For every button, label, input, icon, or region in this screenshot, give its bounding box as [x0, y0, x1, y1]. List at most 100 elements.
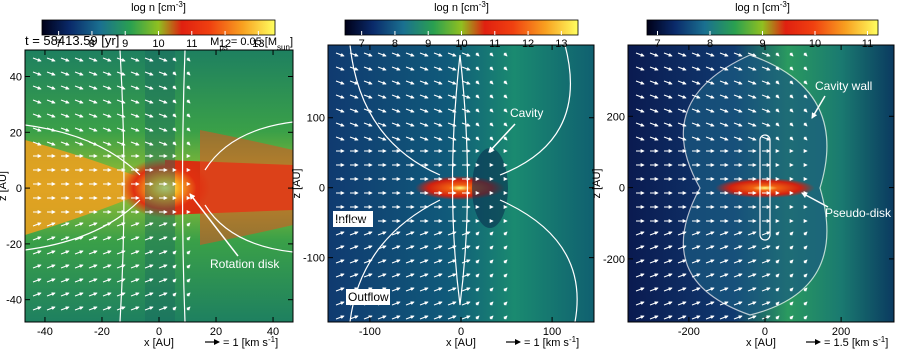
- velocity-arrow: [158, 99, 168, 104]
- velocity-arrow: [503, 315, 508, 320]
- velocity-arrow: [775, 287, 780, 292]
- label-box: [333, 211, 373, 227]
- velocity-arrow: [377, 231, 387, 236]
- velocity-arrow: [489, 315, 494, 320]
- velocity-arrow: [503, 136, 508, 141]
- velocity-arrow: [74, 71, 84, 76]
- velocity-arrow: [733, 301, 743, 306]
- velocity-arrow: [691, 245, 701, 250]
- velocity-arrow: [172, 250, 177, 255]
- velocity-arrow: [489, 287, 494, 292]
- velocity-arrow: [32, 85, 42, 90]
- velocity-arrow: [461, 259, 471, 264]
- velocity-arrow: [158, 85, 168, 90]
- annotation: Cavity wall: [815, 79, 872, 93]
- velocity-arrow: [789, 231, 794, 236]
- velocity-arrow: [789, 94, 794, 99]
- annotation-arrow: [801, 192, 829, 208]
- velocity-arrow: [172, 264, 177, 269]
- velocity-arrow: [363, 259, 373, 264]
- velocity-arrow: [489, 80, 494, 85]
- velocity-arrow: [186, 264, 191, 269]
- velocity-arrow: [691, 259, 701, 264]
- velocity-arrow: [116, 250, 126, 255]
- velocity-arrow: [335, 136, 345, 141]
- velocity-arrow: [349, 108, 359, 113]
- x-tick-label: 40: [267, 326, 279, 338]
- velocity-arrow: [761, 301, 771, 306]
- colorbar-tick-label: 12: [219, 38, 231, 50]
- velocity-arrow: [419, 52, 429, 57]
- velocity-arrow: [130, 222, 140, 227]
- velocity-arrow: [363, 66, 373, 71]
- velocity-arrow: [705, 94, 715, 99]
- velocity-arrow: [46, 306, 56, 311]
- velocity-arrow: [663, 287, 673, 292]
- annotation: Outflow: [348, 290, 389, 304]
- velocity-arrow: [747, 315, 757, 320]
- velocity-arrow: [719, 273, 729, 278]
- velocity-arrow: [461, 301, 471, 306]
- velocity-arrow: [761, 287, 771, 292]
- velocity-arrow: [377, 136, 387, 141]
- velocity-arrow: [363, 122, 373, 127]
- velocity-arrow: [32, 306, 42, 311]
- velocity-arrow: [489, 122, 494, 127]
- velocity-arrow: [635, 245, 645, 250]
- velocity-arrow: [144, 250, 154, 255]
- velocity-arrow: [433, 94, 443, 99]
- velocity-arrow: [475, 66, 480, 71]
- velocity-arrow: [335, 52, 345, 57]
- velocity-arrow: [677, 122, 687, 127]
- velocity-arrow: [719, 94, 729, 99]
- velocity-arrow: [32, 127, 42, 132]
- velocity-arrow: [747, 301, 757, 306]
- velocity-arrow: [433, 287, 443, 292]
- velocity-arrow: [433, 259, 443, 264]
- velocity-arrow: [349, 80, 359, 85]
- velocity-arrow: [691, 66, 701, 71]
- velocity-arrow: [635, 273, 645, 278]
- velocity-arrow: [363, 287, 373, 292]
- velocity-arrow: [60, 141, 70, 146]
- velocity-arrow: [447, 52, 457, 57]
- velocity-arrow: [349, 301, 359, 306]
- velocity-arrow: [489, 245, 494, 250]
- velocity-arrow: [335, 66, 345, 71]
- velocity-arrow: [102, 57, 112, 62]
- velocity-arrow: [144, 85, 154, 90]
- velocity-arrow: [144, 99, 154, 104]
- velocity-arrow: [186, 141, 191, 146]
- velocity-arrow: [74, 99, 84, 104]
- velocity-arrow: [677, 231, 687, 236]
- velocity-arrow: [691, 52, 701, 57]
- velocity-arrow: [158, 141, 168, 146]
- velocity-arrow: [363, 136, 373, 141]
- velocity-arrow: [32, 99, 42, 104]
- velocity-arrow: [719, 122, 729, 127]
- velocity-arrow: [335, 301, 345, 306]
- velocity-arrow: [433, 245, 443, 250]
- velocity-arrow: [803, 66, 808, 71]
- velocity-arrow: [649, 301, 659, 306]
- velocity-arrow: [719, 315, 729, 320]
- velocity-arrow: [363, 108, 373, 113]
- velocity-arrow: [719, 52, 729, 57]
- velocity-arrow: [433, 122, 443, 127]
- label-part: -1: [878, 335, 886, 344]
- velocity-arrow: [130, 57, 140, 62]
- velocity-arrow: [775, 94, 780, 99]
- velocity-arrow: [130, 292, 140, 297]
- velocity-arrow: [733, 315, 743, 320]
- velocity-arrow: [475, 94, 480, 99]
- label: = 1 [km s-1]: [524, 335, 579, 350]
- velocity-arrow: [405, 259, 415, 264]
- velocity-arrow: [60, 71, 70, 76]
- velocity-arrow: [503, 245, 508, 250]
- velocity-arrow: [733, 287, 743, 292]
- velocity-arrow: [775, 315, 780, 320]
- velocity-arrow: [789, 273, 794, 278]
- velocity-arrow: [60, 292, 70, 297]
- velocity-arrow: [419, 287, 429, 292]
